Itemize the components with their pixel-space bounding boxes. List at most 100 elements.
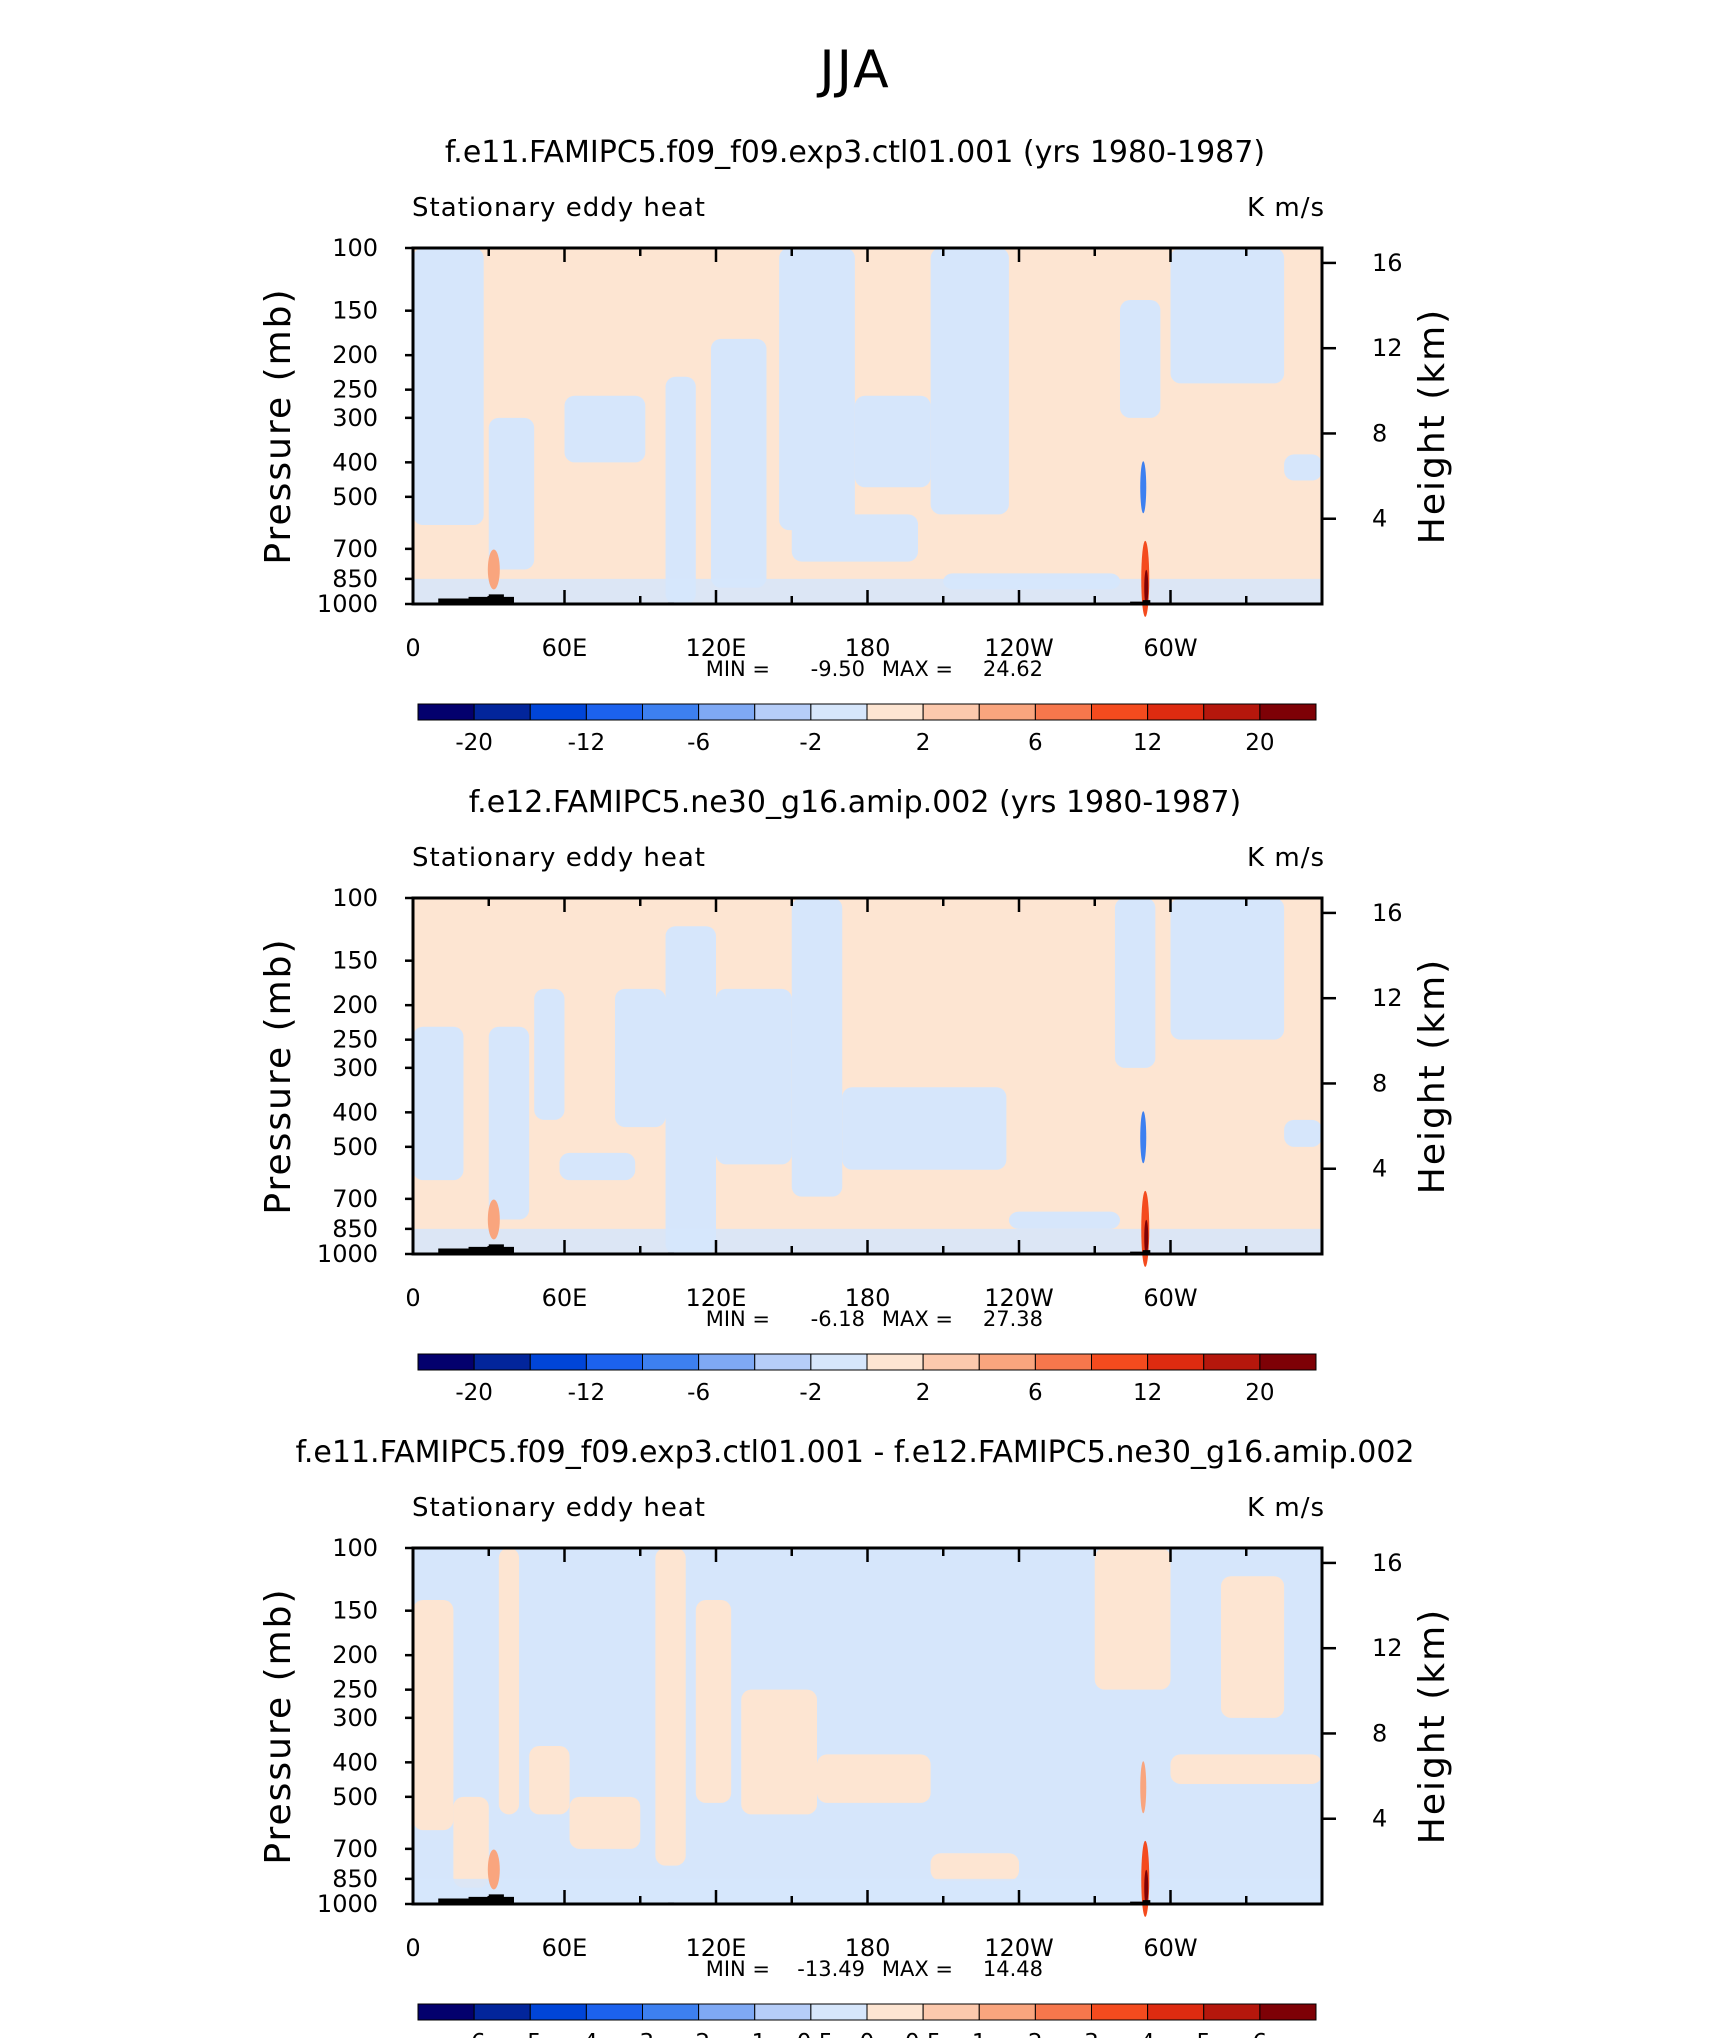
field-region (1221, 1576, 1285, 1718)
x-tick-label: 0 (405, 1284, 420, 1312)
min-value: -13.49 (797, 1957, 865, 1981)
y-tick-label: 250 (332, 1676, 378, 1704)
x-tick-label: 60E (542, 1934, 588, 1962)
y-tick-label: 300 (332, 404, 378, 432)
panel-title: f.e12.FAMIPC5.ne30_g16.amip.002 (yrs 198… (469, 785, 1241, 820)
y2-tick-label: 4 (1372, 505, 1387, 533)
x-tick-label: 60E (542, 1284, 588, 1312)
y-tick-label: 300 (332, 1054, 378, 1082)
colorbar-label: 4 (1140, 2030, 1155, 2038)
colorbar-label: 20 (1245, 1380, 1274, 1406)
colorbar-label: -12 (568, 730, 606, 756)
colorbar-box (1259, 703, 1317, 721)
colorbar-box (810, 1353, 868, 1371)
colorbar-label: 5 (1196, 2030, 1211, 2038)
y-tick-label: 850 (332, 1865, 378, 1893)
y2-tick-label: 12 (1372, 334, 1403, 362)
min-label: MIN = (706, 657, 770, 681)
colorbar-label: -6 (687, 1380, 710, 1406)
colorbar-label: 2 (916, 1380, 931, 1406)
x-tick-label: 120E (686, 1284, 747, 1312)
colorbar-label: 6 (1253, 2030, 1268, 2038)
colorbar-box (922, 2003, 980, 2021)
panel-2: f.e12.FAMIPC5.ne30_g16.amip.002 (yrs 198… (258, 785, 1453, 1406)
y-tick-label: 100 (332, 234, 378, 262)
colorbar-box (585, 1353, 643, 1371)
x-tick-label: 120E (686, 634, 747, 662)
colorbar-box (417, 1353, 475, 1371)
colorbar-box (1259, 1353, 1317, 1371)
field-region (498, 1548, 520, 1815)
x-tick-label: 180 (845, 1284, 891, 1312)
x-tick-label: 60E (542, 634, 588, 662)
min-value: -9.50 (811, 657, 865, 681)
colorbar-label: -2 (799, 730, 822, 756)
x-tick-label: 120W (984, 634, 1054, 662)
topography-africa (438, 594, 514, 604)
colorbar-box (1034, 703, 1092, 721)
field-region (1284, 454, 1322, 481)
max-value: 27.38 (983, 1307, 1043, 1331)
colorbar-box (1147, 1353, 1205, 1371)
field-region (569, 1796, 641, 1849)
y-tick-label: 150 (332, 297, 378, 325)
y-tick-label: 850 (332, 565, 378, 593)
colorbar-box (866, 703, 924, 721)
y-tick-label: 250 (332, 1026, 378, 1054)
field-africa-feature (487, 1849, 500, 1890)
colorbar-label: 3 (1084, 2030, 1099, 2038)
colorbar-box (1034, 2003, 1092, 2021)
field-region (779, 248, 855, 531)
field-region (1170, 1754, 1322, 1784)
min-value: -6.18 (811, 1307, 865, 1331)
colorbar-box (585, 2003, 643, 2021)
panel-1: f.e11.FAMIPC5.f09_f09.exp3.ctl01.001 (yr… (258, 135, 1453, 756)
y2-tick-label: 16 (1372, 899, 1403, 927)
field-region (1170, 898, 1285, 1040)
colorbar-label: -5 (519, 2030, 542, 2038)
colorbar-label: -4 (575, 2030, 598, 2038)
field-region (665, 926, 716, 1254)
y-tick-label: 400 (332, 448, 378, 476)
colorbar-label: 2 (1028, 2030, 1043, 2038)
field-upper-feature (1140, 1111, 1147, 1164)
field-region (1094, 1548, 1171, 1690)
colorbar-label: 2 (916, 730, 931, 756)
colorbar-box (417, 703, 475, 721)
y-tick-label: 500 (332, 1133, 378, 1161)
colorbar-box (754, 703, 812, 721)
field-upper-feature (1140, 461, 1147, 514)
field-region (564, 395, 646, 463)
colorbar-box (1147, 703, 1205, 721)
y-tick-label: 1000 (317, 1890, 378, 1918)
field-region (615, 988, 666, 1128)
colorbar-box (978, 703, 1036, 721)
y-tick-label: 700 (332, 1185, 378, 1213)
y2-tick-label: 4 (1372, 1805, 1387, 1833)
y-tick-label: 700 (332, 535, 378, 563)
panel-title: f.e11.FAMIPC5.f09_f09.exp3.ctl01.001 (yr… (445, 135, 1265, 170)
y-tick-label: 400 (332, 1098, 378, 1126)
colorbar-label: 20 (1245, 730, 1274, 756)
colorbar-label: -12 (568, 1380, 606, 1406)
topography-africa (438, 1894, 514, 1904)
field-region (413, 1600, 454, 1831)
field-max-center (1144, 1869, 1149, 1906)
colorbar-box (866, 1353, 924, 1371)
y-tick-label: 200 (332, 991, 378, 1019)
y2-tick-label: 16 (1372, 249, 1403, 277)
colorbar-label: 0 (860, 2030, 875, 2038)
colorbar-box (1034, 1353, 1092, 1371)
field-region (413, 1026, 464, 1181)
x-tick-label: 0 (405, 634, 420, 662)
colorbar-box (754, 2003, 812, 2021)
colorbar-box (529, 703, 587, 721)
field-region (655, 1548, 686, 1866)
field-region (791, 898, 843, 1197)
colorbar-box (529, 1353, 587, 1371)
colorbar-box (698, 1353, 756, 1371)
x-tick-label: 120W (984, 1284, 1054, 1312)
x-tick-label: 180 (845, 1934, 891, 1962)
field-region (1114, 898, 1156, 1068)
